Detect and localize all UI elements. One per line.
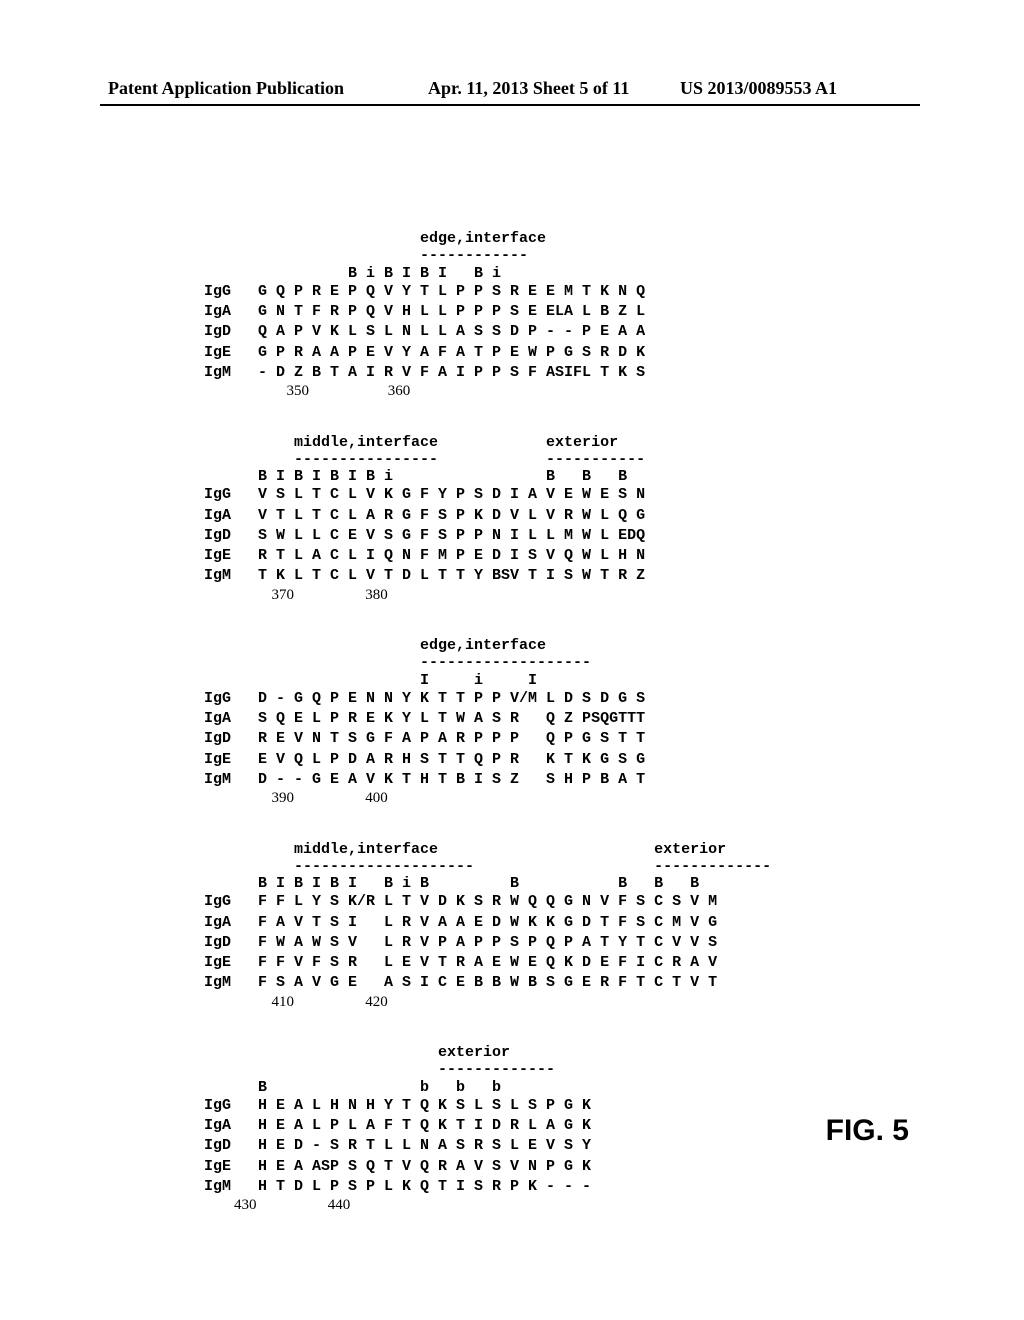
sequence-row: IgG H E A L H N H Y T Q K S L S L S P G … — [204, 1096, 1024, 1116]
region-header-line: -------------------- ------------- — [204, 858, 1024, 875]
region-header-line: middle,interface exterior — [204, 841, 1024, 858]
position-numbers: 390 400 — [204, 790, 1024, 807]
alignment-block: middle,interface exterior --------------… — [0, 841, 1024, 1011]
sequence-row: IgM F S A V G E A S I C E B B W B S G E … — [204, 973, 1024, 993]
sequence-row: IgA F A V T S I L R V A A E D W K K G D … — [204, 913, 1024, 933]
position-numbers: 350 360 — [204, 383, 1024, 400]
header-rule — [100, 104, 920, 106]
region-header-line: edge,interface — [204, 637, 1024, 654]
sequence-row: IgA S Q E L P R E K Y L T W A S R Q Z PS… — [204, 709, 1024, 729]
region-header-line: ---------------- ----------- — [204, 451, 1024, 468]
sequence-row: IgD S W L L C E V S G F S P P N I L L M … — [204, 526, 1024, 546]
region-header-line: B I B I B I B i B B B B B — [204, 875, 1024, 892]
position-numbers: 370 380 — [204, 587, 1024, 604]
region-header-line: B b b b — [204, 1079, 1024, 1096]
sequence-row: IgE F F V F S R L E V T R A E W E Q K D … — [204, 953, 1024, 973]
sequence-row: IgG D - G Q P E N N Y K T T P P V/M L D … — [204, 689, 1024, 709]
sequence-row: IgG V S L T C L V K G F Y P S D I A V E … — [204, 485, 1024, 505]
region-header-line: ------------- — [204, 1061, 1024, 1078]
region-header-line: ------------ — [204, 247, 1024, 264]
figure-label: FIG. 5 — [826, 1114, 909, 1204]
sequence-row: IgA V T L T C L A R G F S P K D V L V R … — [204, 506, 1024, 526]
sequence-row: IgG F F L Y S K/R L T V D K S R W Q Q G … — [204, 892, 1024, 912]
region-header-line: B I B I B I B i B B B — [204, 468, 1024, 485]
position-numbers: 410 420 — [204, 994, 1024, 1011]
sequence-row: IgD F W A W S V L R V P A P P S P Q P A … — [204, 933, 1024, 953]
alignment-block: edge,interface ------------ B i B I B I … — [0, 230, 1024, 400]
sequence-row: IgM T K L T C L V T D L T T Y BSV T I S … — [204, 566, 1024, 586]
header-docnum: US 2013/0089553 A1 — [680, 78, 837, 99]
sequence-row: IgE R T L A C L I Q N F M P E D I S V Q … — [204, 546, 1024, 566]
sequence-row: IgE G P R A A P E V Y A F A T P E W P G … — [204, 343, 1024, 363]
alignment-block: middle,interface exterior --------------… — [0, 434, 1024, 604]
sequence-row: IgM D - - G E A V K T H T B I S Z S H P … — [204, 770, 1024, 790]
region-header-line: ------------------- — [204, 654, 1024, 671]
header-publication: Patent Application Publication — [108, 78, 344, 99]
header-sheet: Apr. 11, 2013 Sheet 5 of 11 — [428, 78, 629, 99]
region-header-line: edge,interface — [204, 230, 1024, 247]
region-header-line: exterior — [204, 1044, 1024, 1061]
page: Patent Application Publication Apr. 11, … — [0, 0, 1024, 1320]
sequence-row: IgE E V Q L P D A R H S T T Q P R K T K … — [204, 750, 1024, 770]
alignment-block: edge,interface ------------------- I i I… — [0, 637, 1024, 807]
region-header-line: B i B I B I B i — [204, 265, 1024, 282]
sequence-row: IgA G N T F R P Q V H L L P P P S E ELA … — [204, 302, 1024, 322]
sequence-row: IgM - D Z B T A I R V F A I P P S F ASIF… — [204, 363, 1024, 383]
sequence-row: IgD R E V N T S G F A P A R P P P Q P G … — [204, 729, 1024, 749]
alignment-block: exterior ------------- B b b bIgG H E A … — [0, 1044, 1024, 1214]
sequence-row: IgD Q A P V K L S L N L L A S S D P - - … — [204, 322, 1024, 342]
figure-content: edge,interface ------------ B i B I B I … — [0, 230, 1024, 1248]
region-header-line: middle,interface exterior — [204, 434, 1024, 451]
sequence-row: IgG G Q P R E P Q V Y T L P P S R E E M … — [204, 282, 1024, 302]
region-header-line: I i I — [204, 672, 1024, 689]
